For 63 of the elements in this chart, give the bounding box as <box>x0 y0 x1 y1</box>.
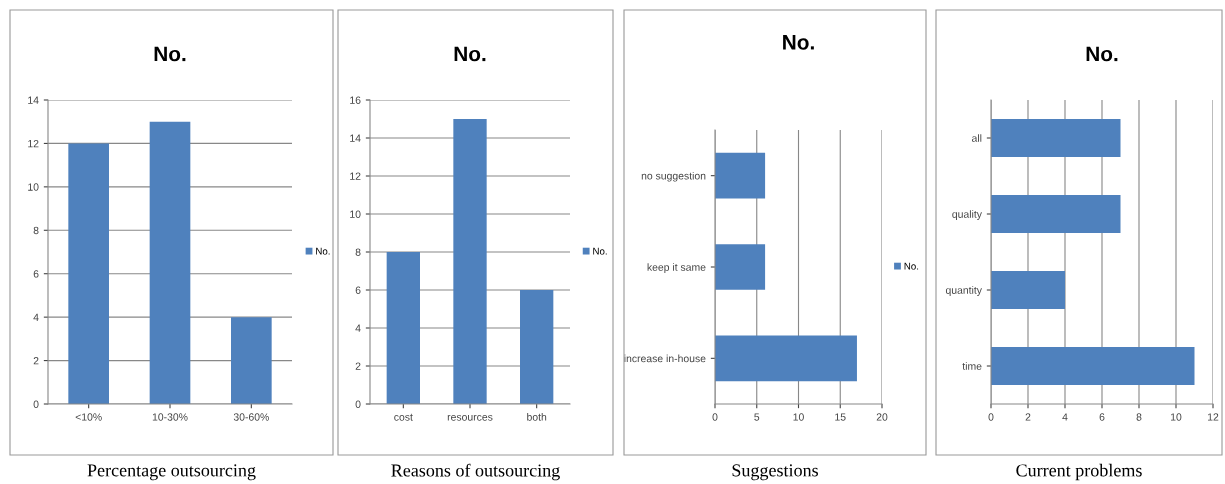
chart-title: No. <box>783 35 814 50</box>
x-tick-label: 0 <box>988 413 994 421</box>
x-tick-label: resources <box>447 414 493 421</box>
x-tick-label: 2 <box>1025 413 1031 421</box>
x-tick-label: 30-60% <box>233 413 269 421</box>
x-tick-label: 12 <box>1208 413 1219 421</box>
y-tick-label: keep it same <box>647 263 706 273</box>
x-tick-label: 5 <box>754 413 760 421</box>
y-tick-label: 0 <box>33 400 39 408</box>
y-tick-label: 6 <box>355 286 361 294</box>
bar <box>991 195 1121 233</box>
bar <box>453 119 487 404</box>
legend-label: No. <box>904 262 919 270</box>
x-tick-label: 8 <box>1136 413 1142 421</box>
bar <box>231 317 272 404</box>
text: Reasons of outsourcing <box>391 463 560 481</box>
bar <box>386 252 420 404</box>
x-tick-label: 6 <box>1099 413 1105 421</box>
y-tick-label: 2 <box>355 362 361 370</box>
y-tick-label: 4 <box>33 313 39 321</box>
chart-title: No. <box>454 46 486 62</box>
x-tick-label: 15 <box>835 413 846 421</box>
bar <box>991 271 1065 309</box>
chart-title: No. <box>154 46 186 62</box>
y-tick-label: all <box>971 134 982 142</box>
text: Suggestions <box>732 464 818 481</box>
x-tick-label: 10-30% <box>152 413 188 421</box>
y-tick-label: 12 <box>350 172 361 180</box>
y-tick-label: 0 <box>355 400 361 408</box>
bar <box>520 290 554 404</box>
bar <box>68 143 109 404</box>
y-tick-label: 10 <box>28 183 39 191</box>
chart-title: No. <box>1086 46 1118 62</box>
y-tick-label: 2 <box>33 357 39 365</box>
y-tick-label: 8 <box>355 248 361 256</box>
y-tick-label: increase in-house <box>624 354 706 363</box>
legend-label: No. <box>593 247 607 255</box>
x-tick-label: 4 <box>1062 413 1068 421</box>
x-tick-label: <10% <box>75 413 102 421</box>
bar <box>991 119 1121 157</box>
x-tick-label: 20 <box>876 413 888 421</box>
y-tick-label: quantity <box>945 286 982 296</box>
y-tick-label: no suggestion <box>641 171 706 182</box>
y-tick-label: 4 <box>355 324 361 332</box>
x-tick-label: both <box>527 413 547 421</box>
text: Percentage outsourcing <box>87 464 256 481</box>
y-tick-label: 14 <box>28 96 39 104</box>
y-tick-label: 10 <box>350 210 361 218</box>
bar <box>991 347 1195 385</box>
text: Current problems <box>1016 463 1142 481</box>
y-tick-label: 14 <box>350 134 361 142</box>
bar <box>149 121 191 404</box>
x-tick-label: 10 <box>1171 413 1182 421</box>
x-tick-label: cost <box>394 413 413 421</box>
x-tick-label: 0 <box>712 413 718 421</box>
y-tick-label: 12 <box>28 139 39 148</box>
y-tick-label: quality <box>952 210 982 220</box>
legend-label: No. <box>316 247 330 255</box>
y-tick-label: time <box>962 362 982 370</box>
y-tick-label: 6 <box>33 270 39 278</box>
y-tick-label: 8 <box>33 226 39 235</box>
y-tick-label: 16 <box>350 96 361 104</box>
x-tick-label: 10 <box>793 413 804 421</box>
